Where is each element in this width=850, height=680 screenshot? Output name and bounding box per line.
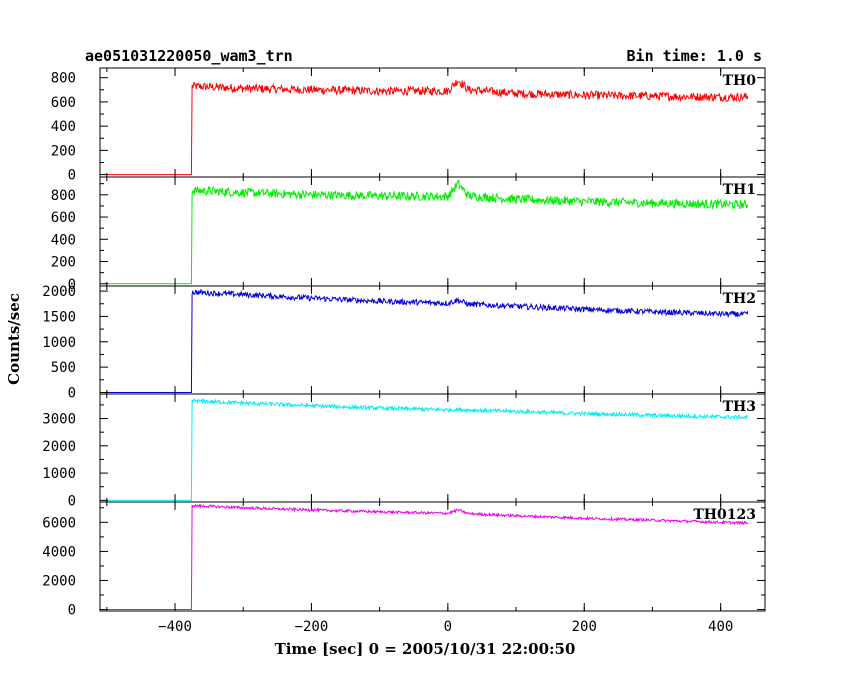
x-tick-label: −200 bbox=[295, 619, 329, 635]
panel-label-th2: TH2 bbox=[723, 291, 756, 307]
y-tick-label: 400 bbox=[51, 232, 76, 248]
chart-title: ae051031220050_wam3_trn bbox=[85, 47, 293, 65]
panel-frame bbox=[99, 501, 766, 612]
y-tick-label: 400 bbox=[51, 119, 76, 135]
series-line-th0 bbox=[103, 79, 749, 176]
panel-th0: 0 200 400 600 800 TH0 bbox=[51, 67, 766, 184]
y-tick-label: 0 bbox=[68, 168, 76, 184]
y-tick-label: 6000 bbox=[42, 515, 76, 531]
y-tick-label: 4000 bbox=[42, 544, 76, 560]
panel-label-th0: TH0 bbox=[723, 73, 757, 89]
series-line-th3 bbox=[103, 397, 749, 501]
y-tick-label: 800 bbox=[51, 71, 76, 87]
series-line-th0123 bbox=[103, 503, 749, 610]
y-tick-label: 0 bbox=[68, 603, 76, 619]
x-axis: −400 −200 0 200 400 bbox=[158, 619, 733, 635]
panels-group: 0 200 400 600 800 TH0 0 200 400 600 800 TH1 0 500 1000… bbox=[42, 67, 766, 619]
x-axis-title: Time [sec] 0 = 2005/10/31 22:00:50 bbox=[275, 640, 576, 658]
x-tick-label: 200 bbox=[572, 619, 597, 635]
panel-label-th1: TH1 bbox=[723, 182, 756, 198]
panel-th1: 0 200 400 600 800 TH1 bbox=[51, 176, 766, 293]
series-line-th1 bbox=[103, 179, 749, 285]
x-tick-label: 400 bbox=[708, 619, 733, 635]
y-tick-label: 500 bbox=[51, 360, 76, 376]
y-tick-label: 1000 bbox=[42, 335, 76, 351]
panel-label-th3: TH3 bbox=[723, 399, 756, 415]
y-tick-label: 200 bbox=[51, 255, 76, 271]
y-tick-label: 800 bbox=[51, 188, 76, 204]
x-tick-label: −400 bbox=[158, 619, 192, 635]
x-tick-label: 0 bbox=[444, 619, 452, 635]
panel-label-th0123: TH0123 bbox=[693, 507, 756, 523]
series-line-th2 bbox=[103, 288, 749, 393]
y-tick-label: 1000 bbox=[42, 466, 76, 482]
panel-th3: 0 1000 2000 3000 TH3 bbox=[42, 393, 766, 509]
y-tick-label: 0 bbox=[68, 277, 76, 293]
y-tick-label: 3000 bbox=[42, 412, 76, 428]
y-tick-label: 2000 bbox=[42, 439, 76, 455]
bin-time-label: Bin time: 1.0 s bbox=[627, 47, 762, 65]
panel-th2: 0 500 1000 1500 2000 TH2 bbox=[42, 284, 766, 401]
y-tick-label: 1500 bbox=[42, 309, 76, 325]
y-tick-label: 200 bbox=[51, 143, 76, 159]
y-axis-title: Counts/sec bbox=[5, 293, 23, 385]
panel-frame bbox=[99, 393, 766, 503]
panel-th0123: 0 2000 4000 6000 TH0123 bbox=[42, 501, 766, 619]
y-tick-label: 600 bbox=[51, 210, 76, 226]
y-tick-label: 600 bbox=[51, 95, 76, 111]
y-tick-label: 0 bbox=[68, 493, 76, 509]
y-tick-label: 2000 bbox=[42, 284, 76, 300]
y-tick-label: 2000 bbox=[42, 573, 76, 589]
y-tick-label: 0 bbox=[68, 385, 76, 401]
